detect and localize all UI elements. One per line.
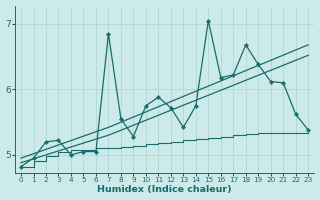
X-axis label: Humidex (Indice chaleur): Humidex (Indice chaleur): [97, 185, 232, 194]
